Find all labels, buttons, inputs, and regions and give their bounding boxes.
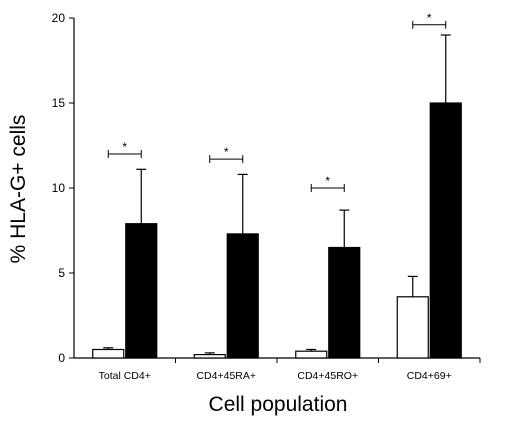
x-category-label: CD4+45RA+ [196,370,256,382]
y-tick-label: 20 [52,11,66,25]
y-tick-label: 10 [52,181,66,195]
bar-white [295,350,328,359]
bar-white [396,296,429,359]
bar-black [429,102,462,359]
x-category-label: CD4+45RO+ [297,370,358,382]
x-axis-title: Cell population [209,393,348,416]
bar-black [125,223,158,359]
y-axis-title: % HLA-G+ cells [7,115,30,264]
significance-label: * [427,11,432,25]
significance-label: * [325,174,330,188]
y-tick-label: 5 [58,266,65,280]
y-tick-label: 15 [52,96,66,110]
bar-white [193,354,226,359]
y-tick-label: 0 [58,351,65,365]
bar-white [92,348,125,359]
significance-label: * [224,145,229,159]
bar-black [328,246,361,359]
x-category-label: CD4+69+ [407,370,452,382]
x-category-label: Total CD4+ [99,370,151,382]
significance-label: * [122,140,127,154]
bar-black [226,233,259,359]
